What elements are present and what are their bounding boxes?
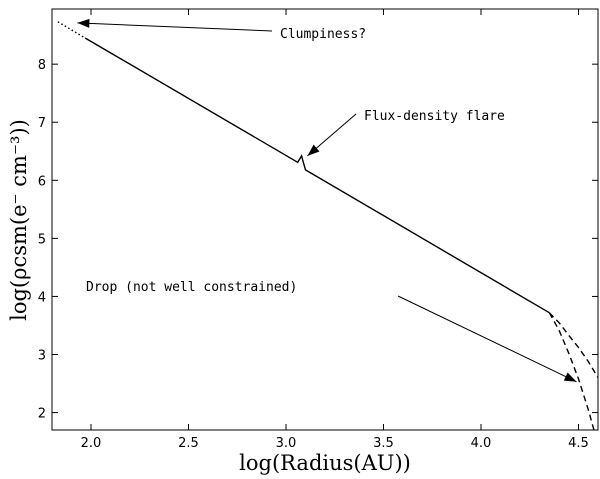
annotation-text: Clumpiness? [280, 27, 366, 42]
y-axis-title: log(ρcsm(e⁻ cm⁻³)) [7, 119, 31, 321]
x-axis-title: log(Radius(AU)) [239, 451, 411, 475]
y-tick-label: 8 [38, 58, 46, 73]
y-tick-label: 4 [38, 290, 46, 305]
x-tick-label: 2.5 [178, 436, 199, 451]
annotation-text: Drop (not well constrained) [86, 280, 297, 295]
series-line-1 [57, 21, 86, 39]
x-tick-label: 2.0 [81, 436, 102, 451]
y-tick-label: 2 [38, 407, 46, 422]
annotation-text: Flux-density flare [364, 109, 505, 124]
annotation-arrow-head [307, 144, 320, 156]
x-axis-ticks: 2.0 2.5 3.0 3.5 4.0 4.5 [81, 9, 589, 451]
x-tick-label: 3.5 [373, 436, 394, 451]
annotation-arrow-shaft [77, 22, 273, 32]
y-tick-label: 5 [38, 232, 46, 247]
y-tick-label: 7 [38, 116, 46, 131]
series-line-3 [548, 312, 598, 379]
annotation-arrow-head [563, 372, 577, 382]
y-tick-label: 6 [38, 174, 46, 189]
y-tick-label: 3 [38, 349, 46, 364]
annotation-arrow-shaft [397, 295, 577, 383]
series-layer [57, 21, 598, 430]
x-tick-label: 4.5 [568, 436, 589, 451]
plot-area [51, 8, 599, 431]
x-tick-label: 4.0 [471, 436, 492, 451]
annotation-layer: Clumpiness? Flux-density flare Drop (not w… [77, 18, 577, 383]
series-line-2 [84, 37, 550, 314]
y-axis-ticks: 2 3 4 5 6 7 8 [38, 58, 598, 422]
annotation-arrow-head [77, 18, 90, 28]
x-tick-label: 3.0 [276, 436, 297, 451]
series-line-4 [548, 312, 595, 430]
